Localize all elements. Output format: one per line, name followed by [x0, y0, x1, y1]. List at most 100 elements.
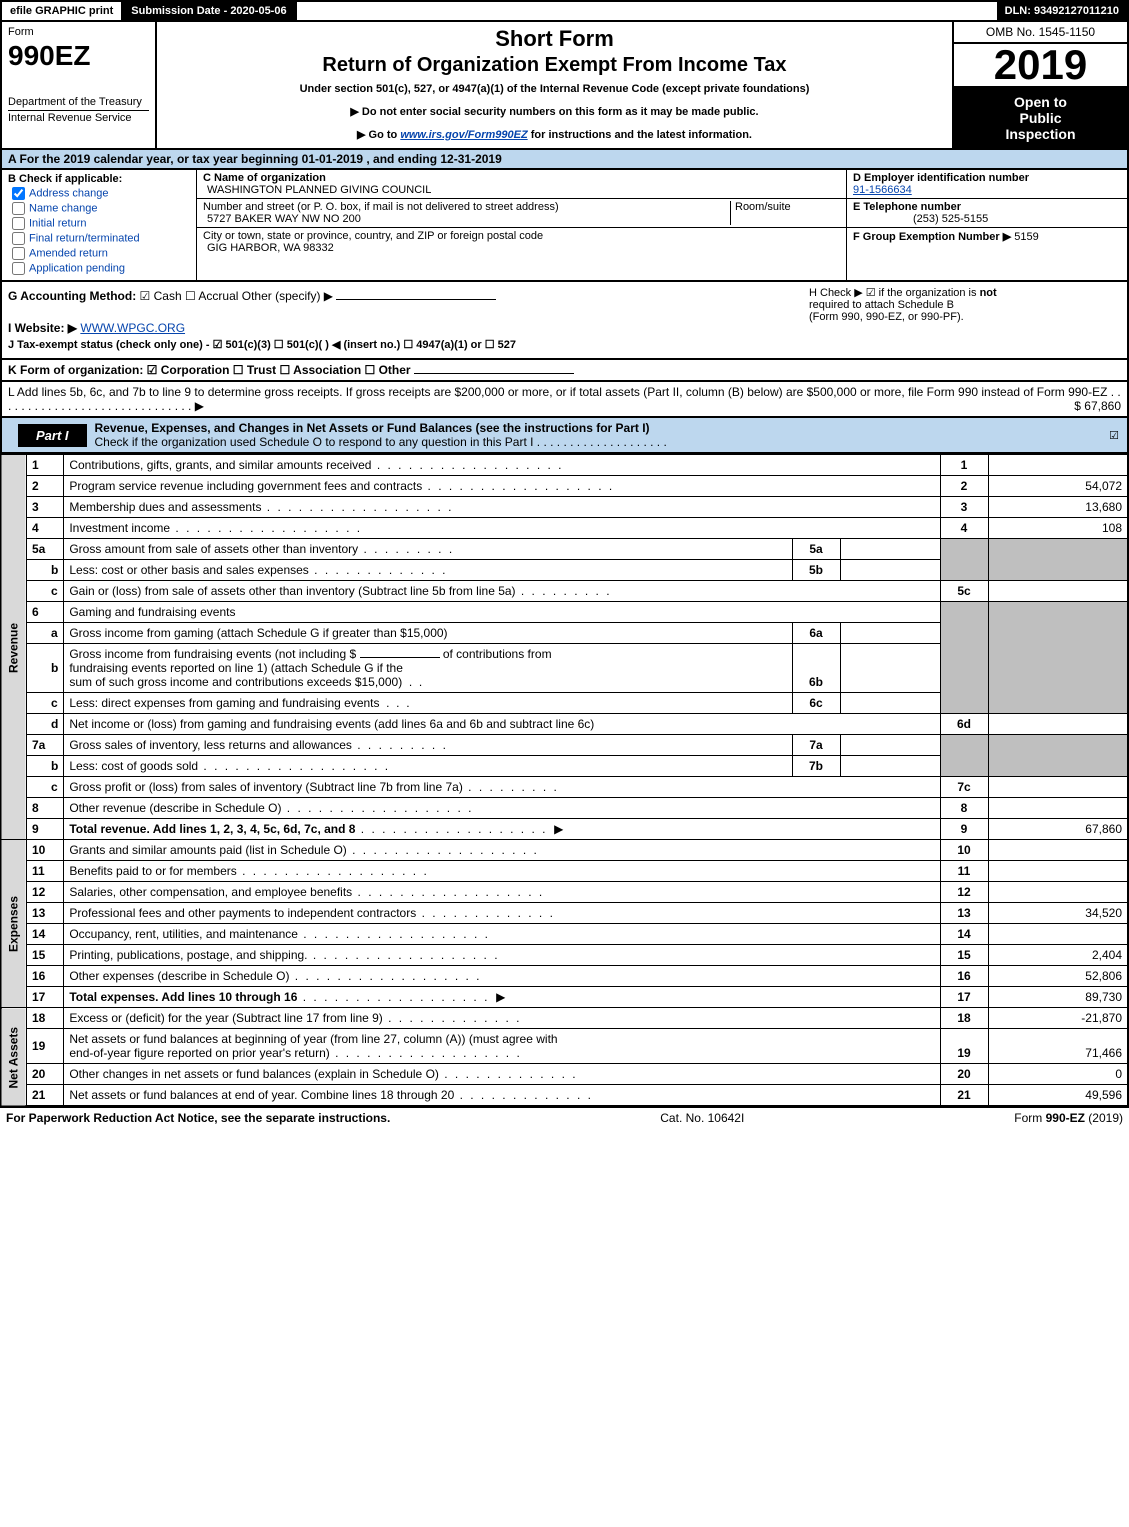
- grey-cell: [988, 539, 1128, 581]
- chk-application-pending[interactable]: Application pending: [12, 262, 190, 275]
- line-num: 18: [27, 1008, 64, 1029]
- line-val: [988, 581, 1128, 602]
- line-desc: Gross sales of inventory, less returns a…: [69, 738, 448, 752]
- l-amount: $ 67,860: [1074, 399, 1121, 413]
- chk-final-return[interactable]: Final return/terminated: [12, 232, 190, 245]
- grey-cell: [940, 735, 988, 777]
- goto-post: for instructions and the latest informat…: [528, 129, 752, 141]
- goto-link[interactable]: www.irs.gov/Form990EZ: [400, 129, 527, 141]
- inner-num: 7a: [792, 735, 840, 756]
- g-options: ☑ Cash ☐ Accrual Other (specify) ▶: [140, 289, 333, 303]
- part-i-check-line: Check if the organization used Schedule …: [95, 435, 667, 449]
- netassets-side-label: Net Assets: [1, 1008, 27, 1107]
- line-val: [988, 840, 1128, 861]
- line-rn: 20: [940, 1064, 988, 1085]
- line-desc: Gross amount from sale of assets other t…: [69, 542, 454, 556]
- line-desc: Investment income: [69, 521, 362, 535]
- h-side: H Check ▶ ☑ if the organization is not r…: [801, 286, 1121, 354]
- l6b-d2: fundraising events reported on line 1) (…: [69, 661, 403, 675]
- open-line2: Public: [1019, 110, 1061, 126]
- goto-pre: ▶ Go to: [357, 129, 400, 141]
- org-name: WASHINGTON PLANNED GIVING COUNCIL: [207, 184, 431, 196]
- grey-cell: [940, 602, 988, 714]
- col-c-name-address: C Name of organization WASHINGTON PLANNE…: [197, 170, 847, 280]
- chk-amended-return[interactable]: Amended return: [12, 247, 190, 260]
- k-other-input[interactable]: [414, 373, 574, 374]
- line-val: 52,806: [988, 966, 1128, 987]
- line-desc: Gross income from fundraising events (no…: [64, 644, 792, 693]
- line-val: [988, 861, 1128, 882]
- chk-label: Name change: [29, 202, 98, 214]
- l6b-blank[interactable]: [360, 657, 440, 658]
- line-rn: 3: [940, 497, 988, 518]
- open-public: Open to Public Inspection: [954, 88, 1127, 148]
- k-text: K Form of organization: ☑ Corporation ☐ …: [8, 363, 411, 377]
- line-val: -21,870: [988, 1008, 1128, 1029]
- tax-year: 2019: [954, 44, 1127, 88]
- line-num: 10: [27, 840, 64, 861]
- goto-line: ▶ Go to www.irs.gov/Form990EZ for instru…: [167, 128, 942, 141]
- line-num: 1: [27, 455, 64, 476]
- line-desc: Net assets or fund balances at end of ye…: [69, 1088, 593, 1102]
- part-i-checkbox[interactable]: ☑: [1101, 426, 1127, 445]
- line-desc: Less: cost of goods sold: [69, 759, 390, 773]
- line-num: c: [27, 693, 64, 714]
- line-num: 13: [27, 903, 64, 924]
- line-num: 9: [27, 819, 64, 840]
- inner-val: [840, 756, 940, 777]
- ein-value[interactable]: 91-1566634: [853, 184, 912, 196]
- h-check-line: H Check ▶ ☑ if the organization is not: [809, 286, 1121, 299]
- phone-value: (253) 525-5155: [853, 213, 988, 225]
- line-desc: Other revenue (describe in Schedule O): [69, 801, 473, 815]
- line-val: 2,404: [988, 945, 1128, 966]
- i-website-link[interactable]: WWW.WPGC.ORG: [80, 321, 185, 335]
- line-rn: 18: [940, 1008, 988, 1029]
- line-num: 15: [27, 945, 64, 966]
- line-desc: Printing, publications, postage, and shi…: [69, 948, 499, 962]
- line-rn: 14: [940, 924, 988, 945]
- line-desc2: end-of-year figure reported on prior yea…: [69, 1046, 521, 1060]
- line-num: b: [27, 756, 64, 777]
- j-tax-exempt: J Tax-exempt status (check only one) - ☑…: [8, 339, 516, 351]
- form-label: Form: [8, 26, 149, 38]
- line-desc: Gross income from gaming (attach Schedul…: [64, 623, 792, 644]
- chk-label: Amended return: [29, 247, 108, 259]
- line-desc: Salaries, other compensation, and employ…: [69, 885, 544, 899]
- footer-right: Form 990-EZ (2019): [1014, 1111, 1123, 1125]
- part-i-header: Part I Revenue, Expenses, and Changes in…: [0, 418, 1129, 454]
- grey-cell: [988, 602, 1128, 714]
- footer-rt-bold: 990-EZ: [1046, 1111, 1085, 1125]
- header-right: OMB No. 1545-1150 2019 Open to Public In…: [952, 22, 1127, 148]
- open-line1: Open to: [1014, 94, 1067, 110]
- chk-name-change[interactable]: Name change: [12, 202, 190, 215]
- chk-address-change[interactable]: Address change: [12, 187, 190, 200]
- line-rn: 9: [940, 819, 988, 840]
- city-state-zip: GIG HARBOR, WA 98332: [207, 242, 334, 254]
- line-num: 8: [27, 798, 64, 819]
- row-a-tax-year: A For the 2019 calendar year, or tax yea…: [0, 150, 1129, 170]
- lines-table: Revenue 1 Contributions, gifts, grants, …: [0, 454, 1129, 1107]
- line-desc: Professional fees and other payments to …: [69, 906, 555, 920]
- g-other-input[interactable]: [336, 299, 496, 300]
- line-rn: 21: [940, 1085, 988, 1107]
- k-line: K Form of organization: ☑ Corporation ☐ …: [0, 360, 1129, 382]
- phone-label: E Telephone number: [853, 201, 961, 213]
- chk-label: Application pending: [29, 262, 125, 274]
- line-val: 0: [988, 1064, 1128, 1085]
- open-line3: Inspection: [1005, 126, 1075, 142]
- line-rn: 13: [940, 903, 988, 924]
- chk-initial-return[interactable]: Initial return: [12, 217, 190, 230]
- footer: For Paperwork Reduction Act Notice, see …: [0, 1107, 1129, 1128]
- line-num: 14: [27, 924, 64, 945]
- h-rest1: required to attach Schedule B: [809, 299, 1121, 311]
- line-num: c: [27, 777, 64, 798]
- line-num: 16: [27, 966, 64, 987]
- footer-catno: Cat. No. 10642I: [660, 1111, 744, 1125]
- inner-val: [840, 623, 940, 644]
- irs-label: Internal Revenue Service: [8, 110, 149, 124]
- line-rn: 4: [940, 518, 988, 539]
- efile-print[interactable]: efile GRAPHIC print: [2, 2, 123, 20]
- footer-rt-pre: Form: [1014, 1111, 1045, 1125]
- line-desc: Grants and similar amounts paid (list in…: [69, 843, 538, 857]
- line-val: 71,466: [988, 1029, 1128, 1064]
